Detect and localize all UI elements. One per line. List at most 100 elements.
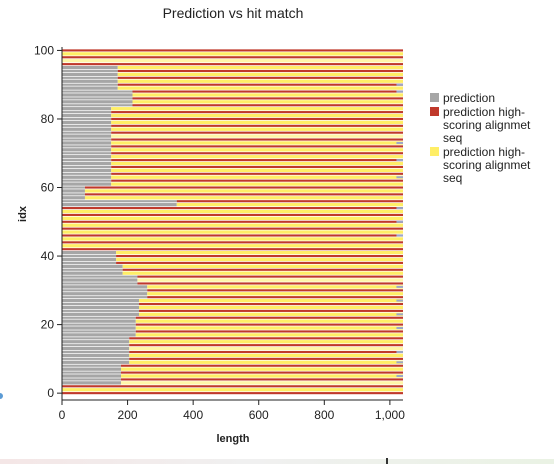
bar-prediction (62, 251, 117, 255)
bar-hit-yellow (62, 230, 403, 234)
bar-hit-yellow (111, 107, 404, 111)
bar-prediction (62, 254, 117, 258)
bar-hit-red (111, 172, 404, 175)
bar-tail-mark (396, 90, 403, 93)
bar-hit-yellow (129, 346, 403, 351)
bar-hit-yellow (135, 333, 403, 337)
x-tick-label: 1,000 (375, 408, 405, 422)
bar-prediction (62, 134, 112, 138)
bar-prediction (62, 296, 148, 299)
bar-hit-red (117, 83, 403, 86)
bar-hit-yellow (111, 134, 404, 138)
bar-hit-red (117, 69, 403, 73)
bar-hit-yellow (62, 59, 403, 63)
bar-prediction (62, 257, 117, 262)
bar-prediction (62, 278, 138, 282)
bar-hit-yellow (135, 319, 403, 323)
bar-hit-yellow (176, 203, 403, 207)
bar-prediction (62, 107, 112, 111)
bar-hit-red (62, 234, 403, 237)
bar-prediction (62, 86, 118, 90)
bar-prediction (62, 141, 112, 145)
bar-hit-yellow (111, 161, 404, 166)
bar-prediction (62, 148, 112, 152)
legend-label: scoring alignmet (443, 118, 531, 132)
bar-prediction (62, 292, 148, 296)
bar-hit-yellow (137, 278, 404, 282)
bar-prediction (62, 285, 148, 289)
bar-prediction (62, 186, 85, 189)
bar-tail-mark (396, 313, 403, 316)
bar-hit-yellow (84, 189, 404, 193)
bar-hit-yellow (116, 251, 404, 255)
legend-label: scoring alignmet (443, 158, 531, 172)
bar-prediction (62, 90, 133, 93)
x-tick-label: 0 (59, 408, 66, 422)
y-tick-label: 40 (41, 249, 55, 263)
bar-prediction (62, 83, 118, 86)
bar-hit-red (62, 56, 403, 59)
bar-hit-red (129, 344, 403, 347)
bar-prediction (62, 275, 138, 278)
bar-tail-mark (396, 327, 403, 330)
bar-prediction (62, 111, 112, 114)
bar-hit-yellow (139, 312, 403, 316)
bottom-scrollbar-strip (0, 459, 554, 464)
bar-tail-mark (396, 285, 403, 288)
bar-hit-red (111, 152, 404, 155)
bar-hit-yellow (111, 141, 404, 145)
bar-prediction (62, 264, 123, 268)
legend-label: prediction (443, 91, 495, 105)
legend-label: seq (443, 171, 462, 185)
bar-prediction (62, 196, 85, 200)
bar-prediction (62, 93, 133, 97)
bar-hit-yellow (139, 298, 403, 303)
bar-prediction (62, 340, 130, 344)
bar-hit-yellow (111, 182, 404, 186)
bar-prediction (62, 100, 133, 104)
bar-tail-mark (396, 220, 403, 223)
legend-label: prediction high- (443, 105, 525, 119)
bar-prediction (62, 289, 148, 292)
bar-tail-mark (396, 83, 403, 86)
bar-hit-red (147, 296, 403, 299)
bar-hit-red (121, 371, 404, 374)
bar-prediction (62, 357, 130, 360)
bar-hit-yellow (121, 367, 404, 371)
bar-tail-mark (396, 299, 403, 302)
bar-tail-mark (396, 207, 403, 210)
bar-prediction (62, 305, 140, 310)
chart-title: Prediction vs hit match (163, 5, 304, 21)
bar-hit-yellow (84, 196, 404, 200)
bar-tail-mark (396, 234, 403, 237)
bar-hit-red (121, 364, 404, 367)
bar-hit-yellow (111, 168, 404, 173)
bar-hit-red (122, 268, 403, 271)
bar-hit-yellow (121, 374, 404, 378)
x-tick-label: 800 (314, 408, 334, 422)
bar-hit-yellow (135, 326, 403, 330)
bar-hit-red (84, 186, 404, 189)
bar-prediction (62, 346, 130, 351)
bar-prediction (62, 152, 112, 155)
bar-hit-red (62, 63, 403, 66)
bar-tail-mark (396, 141, 403, 144)
bar-hit-yellow (111, 148, 404, 152)
bar-prediction (62, 79, 118, 83)
bar-prediction (62, 350, 130, 354)
bar-hit-red (62, 49, 403, 52)
y-tick-label: 0 (47, 386, 54, 400)
bar-prediction (62, 323, 136, 326)
bar-hit-red (62, 220, 403, 223)
plot-area (62, 49, 404, 395)
bar-hit-red (135, 316, 403, 319)
bar-hit-red (84, 193, 404, 196)
bar-prediction (62, 120, 112, 125)
bar-prediction (62, 168, 112, 173)
bar-tail-mark (396, 176, 403, 179)
bar-hit-red (129, 350, 403, 354)
bar-prediction (62, 69, 118, 73)
bar-hit-red (111, 159, 404, 162)
